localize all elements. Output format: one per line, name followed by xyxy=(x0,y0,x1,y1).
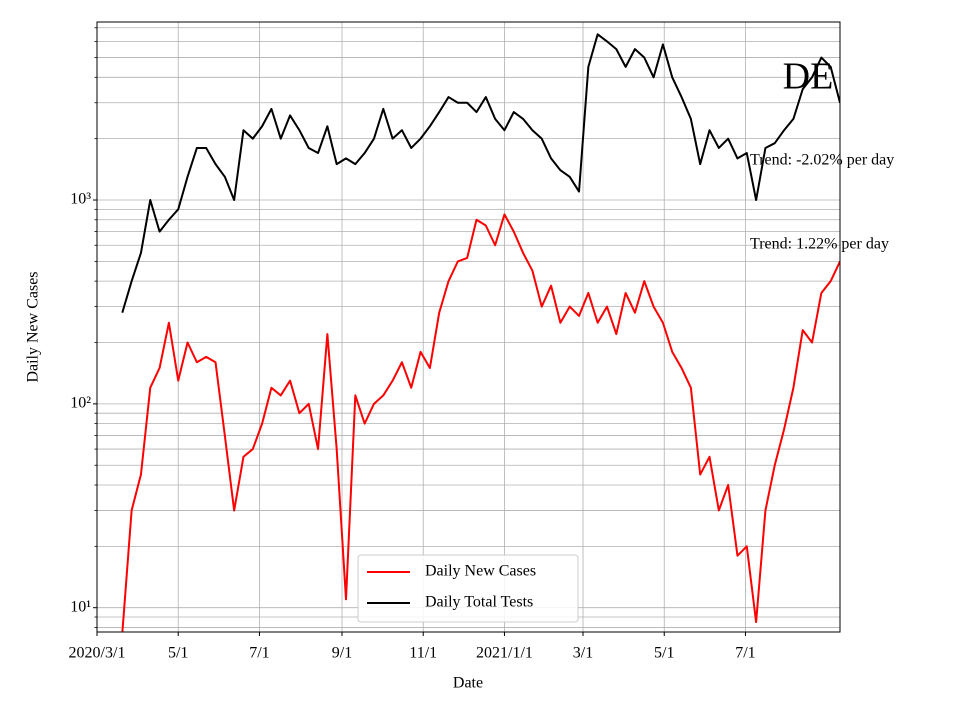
y-tick-label: 10² xyxy=(70,395,91,412)
legend-label: Daily New Cases xyxy=(425,563,536,580)
x-tick-label: 5/1 xyxy=(654,645,674,662)
data-line xyxy=(121,33,840,313)
annotation: Trend: 1.22% per day xyxy=(750,236,889,253)
annotation: DE xyxy=(783,56,834,98)
legend: Daily New Cases Daily Total Tests xyxy=(357,554,579,623)
y-axis-label: Daily New Cases xyxy=(25,271,42,382)
x-axis-label: Date xyxy=(453,675,483,692)
plot-frame xyxy=(96,21,841,633)
x-tick-label: 7/1 xyxy=(249,645,269,662)
plot-lines xyxy=(121,33,840,632)
x-tick-label: 5/1 xyxy=(168,645,188,662)
x-tick-label: 3/1 xyxy=(573,645,593,662)
data-line xyxy=(121,213,840,632)
x-tick-label: 2021/1/1 xyxy=(476,645,533,662)
annotation: Trend: -2.02% per day xyxy=(750,152,894,169)
y-tick-label: 10³ xyxy=(70,191,91,208)
legend-label: Daily Total Tests xyxy=(425,594,533,611)
legend-box xyxy=(357,554,579,623)
x-tick-label: 11/1 xyxy=(409,645,437,662)
x-tick-label: 7/1 xyxy=(735,645,755,662)
x-tick-label: 9/1 xyxy=(332,645,352,662)
y-tick-label: 10¹ xyxy=(70,598,91,615)
x-tick-label: 2020/3/1 xyxy=(69,645,126,662)
